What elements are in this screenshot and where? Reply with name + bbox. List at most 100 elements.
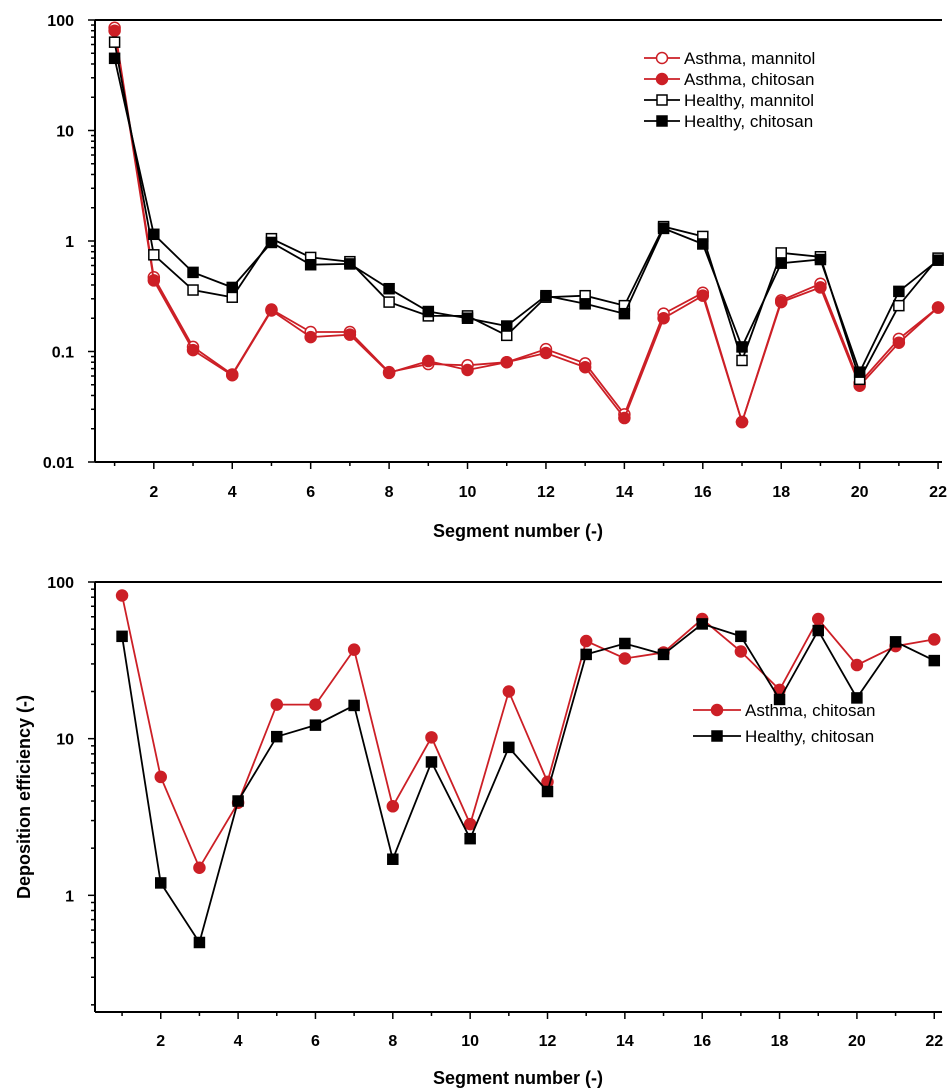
y-tick-label: 100	[47, 13, 74, 30]
data-point	[696, 289, 710, 302]
data-point	[618, 411, 631, 425]
x-tick-label: 6	[311, 1033, 320, 1050]
data-point	[657, 222, 670, 235]
data-point	[893, 299, 905, 312]
x-axis-title: Segment number (-)	[433, 1068, 603, 1088]
data-point	[932, 254, 944, 266]
data-point	[148, 249, 160, 261]
data-point	[422, 305, 435, 318]
x-tick-label: 4	[234, 1033, 243, 1050]
legend-marker	[656, 94, 668, 106]
data-point	[270, 698, 284, 711]
data-point	[108, 24, 121, 37]
data-point	[539, 346, 553, 360]
data-point	[383, 282, 395, 295]
series-line	[113, 27, 939, 426]
legend: Asthma, chitosan Healthy, chitosan	[693, 701, 875, 746]
data-point	[502, 685, 516, 698]
data-point	[812, 624, 824, 637]
y-axis-title: Deposition efficiency (-)	[14, 695, 34, 899]
data-point	[116, 630, 128, 643]
y-tick-label: 10	[56, 732, 74, 749]
data-point	[736, 341, 748, 353]
y-tick-label: 1	[65, 234, 74, 251]
series-line	[121, 622, 935, 945]
series-line	[113, 42, 939, 382]
legend-marker	[711, 730, 723, 742]
data-point	[931, 301, 945, 314]
x-tick-label: 14	[616, 1033, 634, 1050]
x-tick-label: 6	[306, 484, 315, 501]
x-tick-label: 8	[385, 484, 394, 501]
data-point	[232, 795, 244, 807]
data-point	[696, 618, 708, 630]
data-point	[225, 368, 239, 382]
legend-marker	[655, 51, 669, 65]
data-point	[147, 274, 161, 287]
data-point	[541, 785, 554, 798]
series-2	[116, 618, 941, 949]
chart-panel-2: 2 4 6 8 10 12 14 16 18 20 22 1 10 100 Segment number (…	[14, 575, 943, 1088]
data-point	[500, 329, 513, 342]
y-tick-label: 0.01	[43, 455, 74, 472]
legend-label: Healthy, chitosan	[745, 727, 874, 746]
legend-label: Healthy, chitosan	[684, 112, 813, 131]
data-point	[382, 366, 396, 380]
legend-marker	[655, 72, 669, 86]
data-point	[735, 415, 749, 429]
data-point	[579, 298, 591, 310]
legend-label: Asthma, mannitol	[684, 49, 815, 68]
data-point	[928, 654, 941, 667]
data-point	[226, 291, 238, 303]
series-3	[108, 36, 944, 386]
data-point	[850, 658, 864, 672]
data-point	[383, 296, 395, 308]
data-point	[500, 355, 513, 369]
x-tick-label: 18	[772, 484, 790, 501]
data-point	[734, 645, 748, 658]
data-point	[580, 648, 592, 661]
data-point	[774, 295, 788, 309]
data-point	[187, 266, 199, 279]
series-2	[108, 24, 945, 429]
data-point	[386, 800, 400, 813]
data-point	[889, 636, 902, 648]
y-tick-label: 10	[56, 124, 74, 141]
data-point	[422, 354, 435, 368]
legend-label: Asthma, chitosan	[745, 701, 875, 720]
legend-marker	[656, 115, 668, 127]
x-tick-label: 16	[693, 1033, 711, 1050]
data-point	[186, 343, 200, 357]
x-tick-label: 4	[228, 484, 237, 501]
data-point	[309, 719, 322, 731]
x-tick-label: 22	[929, 484, 947, 501]
data-point	[154, 877, 167, 889]
data-point	[500, 320, 513, 332]
data-point	[464, 832, 476, 845]
x-tick-label: 8	[388, 1033, 397, 1050]
x-tick-label: 10	[461, 1033, 479, 1050]
legend-marker	[710, 703, 724, 717]
data-point	[344, 258, 356, 270]
legend-item: Healthy, chitosan	[644, 112, 813, 131]
x-tick-label: 22	[925, 1033, 943, 1050]
data-point	[425, 731, 438, 744]
x-tick-label: 20	[848, 1033, 866, 1050]
y-tick-label: 100	[47, 575, 74, 592]
legend-item: Asthma, chitosan	[644, 70, 814, 89]
data-point	[461, 363, 474, 377]
legend-item: Healthy, mannitol	[644, 91, 814, 110]
data-point	[226, 281, 238, 294]
x-tick-label: 12	[537, 484, 555, 501]
legend-label: Asthma, chitosan	[684, 70, 814, 89]
data-point	[893, 285, 905, 298]
data-point	[304, 258, 317, 271]
data-point	[304, 330, 317, 344]
legend-item: Asthma, mannitol	[644, 49, 815, 68]
data-point	[115, 589, 129, 602]
data-point	[187, 284, 199, 296]
legend-item: Asthma, chitosan	[693, 701, 875, 720]
data-point	[775, 257, 787, 269]
data-point	[425, 756, 438, 768]
